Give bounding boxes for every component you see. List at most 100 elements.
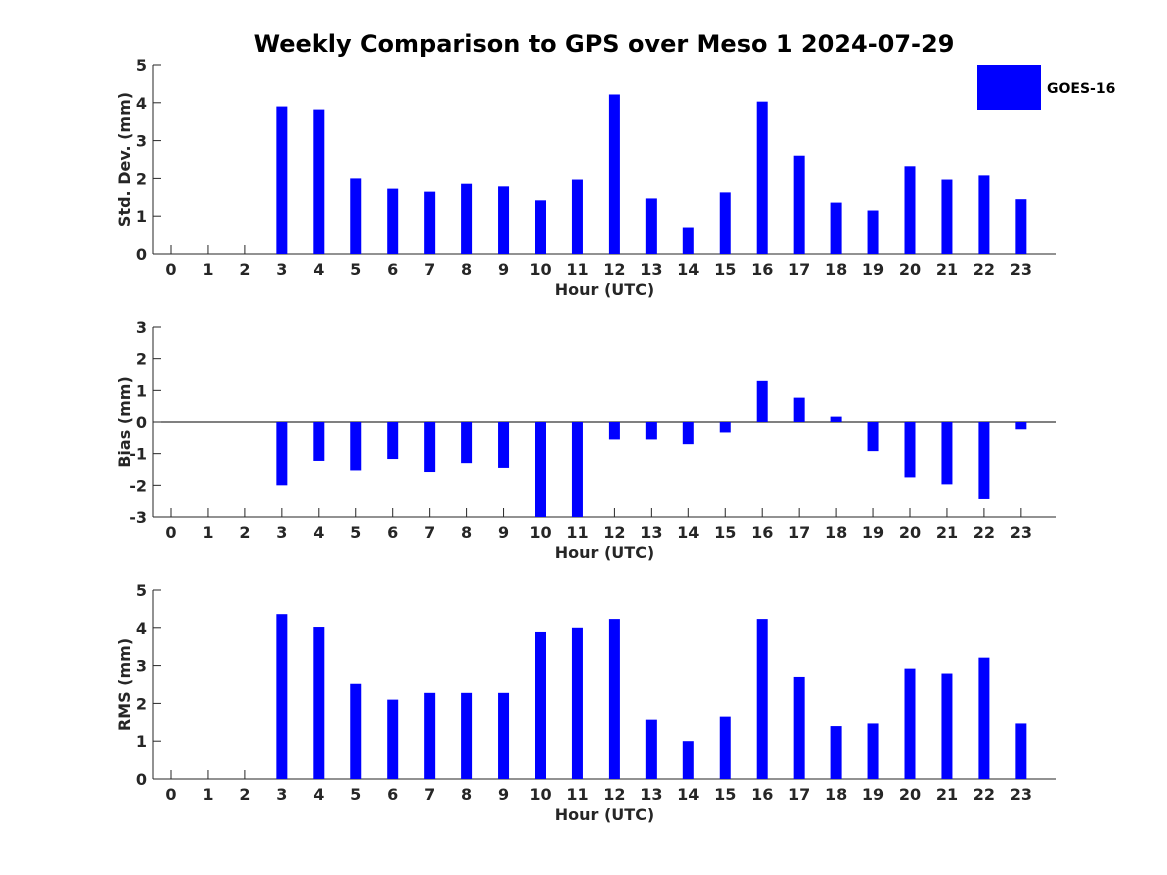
std-dev-bar-hour-16 — [756, 101, 768, 254]
rms-bar-hour-10 — [535, 631, 546, 779]
std-dev-xtick-label: 21 — [936, 260, 958, 279]
std-dev-xtick-label: 1 — [202, 260, 213, 279]
std-dev-xtick-label: 2 — [239, 260, 250, 279]
bias-bar-hour-7 — [424, 422, 436, 473]
std-dev-xtick-label: 10 — [529, 260, 551, 279]
rms-y-axis-label: RMS (mm) — [115, 638, 134, 731]
std-dev-ytick-label: 1 — [136, 207, 147, 226]
rms-bar-hour-11 — [571, 627, 583, 779]
std-dev-xtick-label: 6 — [387, 260, 398, 279]
bias-bar-hour-16 — [756, 380, 768, 422]
bias-xtick-label: 11 — [566, 523, 588, 542]
bias-ytick-label: 2 — [136, 350, 147, 369]
rms-bar-hour-16 — [756, 619, 768, 779]
std-dev-xtick-label: 15 — [714, 260, 736, 279]
bias-bar-hour-13 — [645, 422, 657, 440]
std-dev-bar-hour-23 — [1015, 199, 1027, 254]
std-dev-xtick-label: 19 — [862, 260, 884, 279]
std-dev-xtick-label: 20 — [899, 260, 921, 279]
bias-xtick-label: 3 — [276, 523, 287, 542]
rms-ytick-label: 4 — [136, 619, 147, 638]
rms-bar-hour-23 — [1015, 723, 1027, 779]
std-dev-bar-hour-10 — [535, 200, 546, 254]
std-dev-ytick-label: 0 — [136, 245, 147, 264]
bias-y-axis-label: Bias (mm) — [115, 376, 134, 468]
rms-xtick-label: 5 — [350, 785, 361, 804]
std-dev-ytick-label: 5 — [136, 56, 147, 75]
rms-bar-hour-3 — [276, 614, 288, 779]
std-dev-ytick-label: 4 — [136, 94, 147, 113]
std-dev-bar-hour-13 — [645, 198, 657, 254]
std-dev-bar-hour-20 — [904, 166, 916, 254]
bias-ytick-label: -2 — [129, 476, 147, 495]
std-dev-xtick-label: 4 — [313, 260, 324, 279]
bias-xtick-label: 21 — [936, 523, 958, 542]
bias-bar-hour-17 — [793, 397, 805, 422]
std-dev-xtick-label: 18 — [825, 260, 847, 279]
rms-xtick-label: 14 — [677, 785, 699, 804]
std-dev-xtick-label: 14 — [677, 260, 699, 279]
rms-ytick-label: 0 — [136, 770, 147, 789]
std-dev-bar-hour-7 — [424, 191, 436, 254]
rms-xtick-label: 9 — [498, 785, 509, 804]
bias-xtick-label: 17 — [788, 523, 810, 542]
rms-xtick-label: 23 — [1010, 785, 1032, 804]
rms-xtick-label: 7 — [424, 785, 435, 804]
bias-xtick-label: 6 — [387, 523, 398, 542]
bias-xtick-label: 0 — [165, 523, 176, 542]
bias-ytick-label: 3 — [136, 318, 147, 337]
std-dev-bar-hour-17 — [793, 155, 805, 254]
bias-bar-hour-9 — [498, 422, 510, 468]
bias-bar-hour-10 — [535, 422, 546, 517]
std-dev-bar-hour-11 — [571, 179, 583, 254]
bias-bar-hour-20 — [904, 422, 916, 478]
rms-xtick-label: 15 — [714, 785, 736, 804]
rms-bar-hour-6 — [387, 699, 399, 779]
std-dev-bar-hour-14 — [682, 227, 694, 254]
bias-xtick-label: 5 — [350, 523, 361, 542]
bias-xtick-label: 14 — [677, 523, 699, 542]
bias-xtick-label: 2 — [239, 523, 250, 542]
legend-swatch-goes-16 — [977, 65, 1041, 110]
bias-bar-hour-14 — [682, 422, 694, 445]
bias-bar-hour-6 — [387, 422, 399, 460]
std-dev-xtick-label: 7 — [424, 260, 435, 279]
bias-bar-hour-21 — [941, 422, 953, 485]
std-dev-xtick-label: 23 — [1010, 260, 1032, 279]
std-dev-bar-hour-12 — [608, 94, 620, 254]
bias-xtick-label: 23 — [1010, 523, 1032, 542]
bias-xtick-label: 8 — [461, 523, 472, 542]
rms-xtick-label: 3 — [276, 785, 287, 804]
std-dev-x-axis-label: Hour (UTC) — [555, 280, 655, 299]
std-dev-xtick-label: 13 — [640, 260, 662, 279]
rms-xtick-label: 12 — [603, 785, 625, 804]
rms-bar-hour-14 — [682, 741, 694, 779]
rms-xtick-label: 1 — [202, 785, 213, 804]
rms-bar-hour-8 — [461, 692, 473, 779]
rms-ytick-label: 1 — [136, 732, 147, 751]
bias-xtick-label: 1 — [202, 523, 213, 542]
std-dev-bar-hour-6 — [387, 188, 399, 254]
rms-bar-hour-18 — [830, 726, 842, 779]
rms-ytick-label: 2 — [136, 694, 147, 713]
std-dev-xtick-label: 0 — [165, 260, 176, 279]
bias-xtick-label: 18 — [825, 523, 847, 542]
rms-bar-hour-20 — [904, 668, 916, 779]
std-dev-xtick-label: 17 — [788, 260, 810, 279]
bias-xtick-label: 13 — [640, 523, 662, 542]
std-dev-bar-hour-3 — [276, 106, 288, 254]
std-dev-ytick-label: 3 — [136, 132, 147, 151]
bias-ytick-label: 0 — [136, 413, 147, 432]
bias-ytick-label: -3 — [129, 508, 147, 527]
rms-bar-hour-12 — [608, 619, 620, 779]
rms-bar-hour-9 — [498, 692, 510, 779]
std-dev-bar-hour-15 — [719, 192, 731, 254]
std-dev-xtick-label: 5 — [350, 260, 361, 279]
bias-x-axis-label: Hour (UTC) — [555, 543, 655, 562]
bias-bar-hour-12 — [608, 422, 620, 440]
rms-xtick-label: 19 — [862, 785, 884, 804]
rms-bar-hour-15 — [719, 716, 731, 779]
std-dev-bar-hour-19 — [867, 210, 879, 254]
